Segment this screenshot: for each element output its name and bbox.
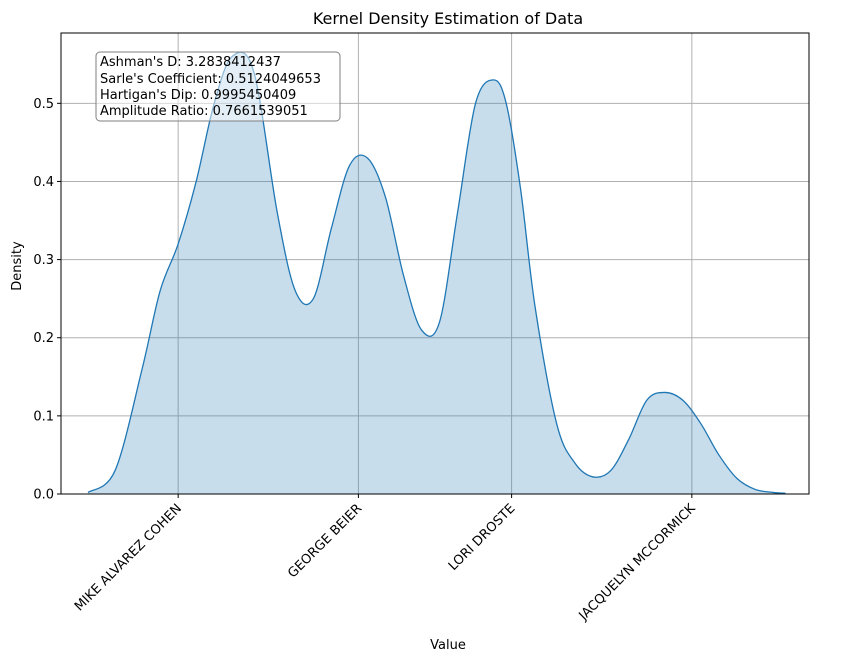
y-tick-label: 0.1 — [33, 409, 54, 424]
x-axis-ticks: MIKE ALVAREZ COHEN GEORGE BEIER LORI DROST… — [72, 494, 699, 624]
y-tick-label: 0.0 — [33, 488, 54, 503]
stat-sarles-coefficient: Sarle's Coefficient: 0.5124049653 — [100, 72, 321, 87]
stat-hartigans-dip: Hartigan's Dip: 0.9995450409 — [100, 88, 296, 103]
y-axis-label: Density — [10, 241, 25, 291]
y-tick-label: 0.4 — [33, 175, 54, 190]
density-fill — [88, 52, 786, 495]
stat-amplitude-ratio: Amplitude Ratio: 0.7661539051 — [100, 104, 308, 119]
y-tick-label: 0.5 — [33, 97, 54, 112]
plot-area-frame — [60, 32, 810, 495]
y-axis-ticks: 0.0 0.1 0.2 0.3 0.4 0.5 — [33, 97, 61, 503]
stats-box-frame — [95, 51, 341, 122]
y-tick-label: 0.2 — [33, 331, 54, 346]
x-tick-label: JACQUELYN MCCORMICK — [576, 501, 699, 624]
y-tick-label: 0.3 — [33, 253, 54, 268]
stats-box: Ashman's D: 3.2838412437 Sarle's Coeffic… — [95, 51, 341, 122]
stat-ashmans-d: Ashman's D: 3.2838412437 — [100, 55, 281, 70]
x-axis-label: Value — [430, 638, 466, 653]
x-tick-label: LORI DROSTE — [446, 501, 519, 574]
x-tick-label: GEORGE BEIER — [285, 501, 365, 581]
x-tick-label: MIKE ALVAREZ COHEN — [72, 501, 185, 614]
chart-title: Kernel Density Estimation of Data — [313, 9, 583, 28]
